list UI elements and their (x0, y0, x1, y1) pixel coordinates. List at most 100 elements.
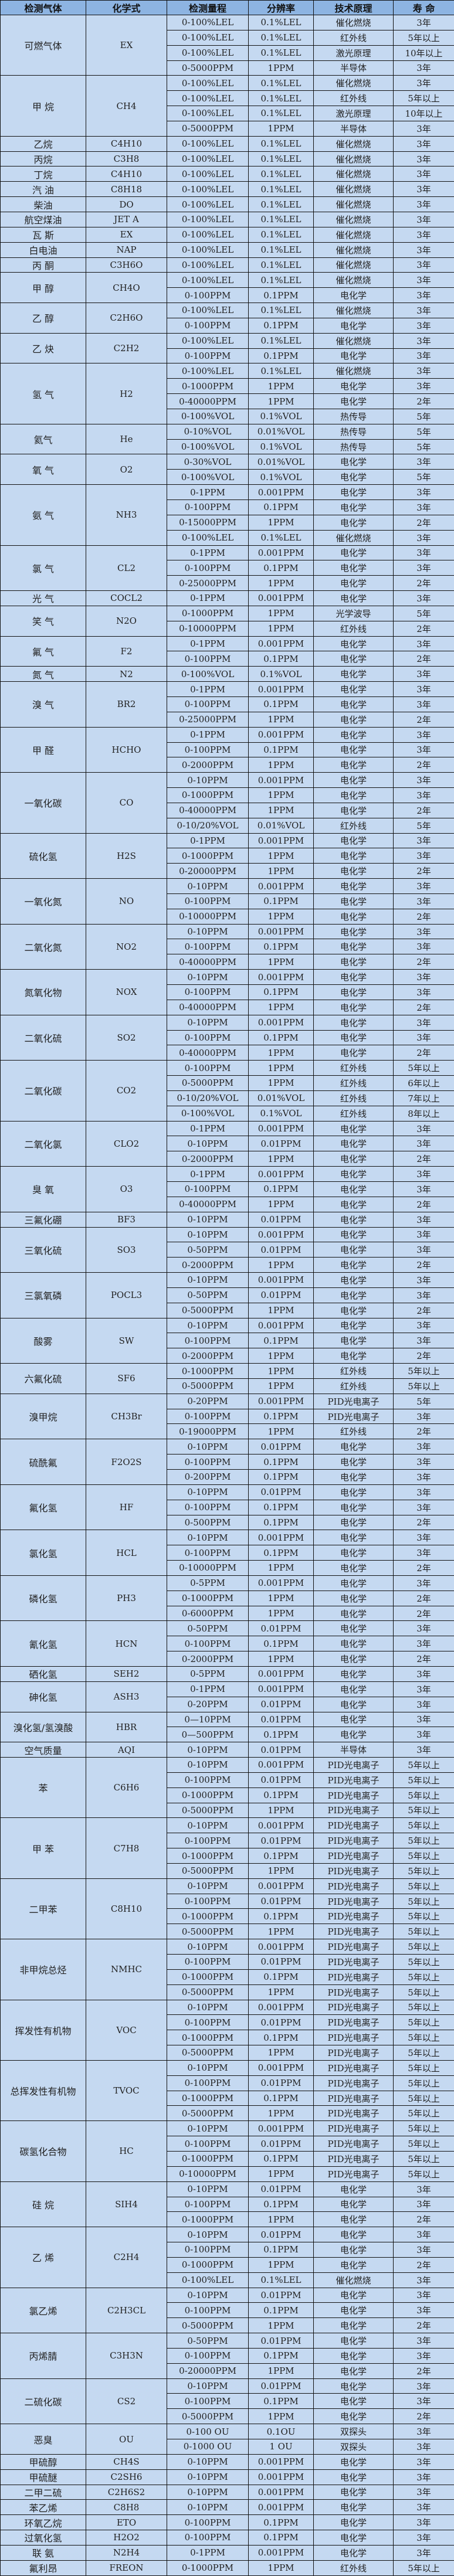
principle-cell: 红外线 (313, 1090, 394, 1106)
resolution-cell: 1PPM (248, 1348, 314, 1364)
principle-cell: 电化学 (313, 1029, 394, 1046)
range-cell: 0-10PPM (167, 1817, 249, 1834)
range-cell: 0-100%LEL (167, 151, 249, 167)
table-row: 0-100%LEL 0.1%LEL 激光原理 10年以上 (1, 45, 454, 61)
lifetime-cell: 7年以上 (393, 1090, 454, 1106)
lifetime-cell: 5年以上 (393, 2060, 454, 2076)
resolution-cell: 1PPM (248, 120, 314, 137)
lifetime-cell: 2年 (393, 1302, 454, 1318)
formula-cell: H2 (86, 363, 167, 424)
principle-cell: 电化学 (313, 954, 394, 970)
principle-cell: 电化学 (313, 772, 394, 789)
lifetime-cell: 3年 (393, 1226, 454, 1243)
principle-cell: 热传导 (313, 423, 394, 440)
lifetime-cell: 3年 (393, 1166, 454, 1182)
resolution-cell: 0.1PPM (248, 1469, 314, 1485)
lifetime-cell: 5年 (393, 439, 454, 455)
table-row: 0-1000PPM 0.1PPM PID光电离子 5年以上 (1, 1969, 454, 1985)
range-cell: 0-100PPM (167, 1893, 249, 1909)
range-cell: 0-10PPM (167, 1317, 249, 1334)
range-cell: 0-10PPM (167, 1484, 249, 1500)
gas-name-cell: 氯乙烯 (0, 2287, 86, 2334)
range-cell: 0—500PPM (167, 1727, 249, 1743)
lifetime-cell: 5年以上 (393, 2166, 454, 2182)
range-cell: 0-40000PPM (167, 393, 249, 409)
principle-cell: 电化学 (313, 1696, 394, 1712)
table-row: 0-5000PPM 1PPM 电化学 2年 (1, 2408, 454, 2425)
resolution-cell: 0.1%LEL (248, 2272, 314, 2288)
formula-cell: SW (86, 1317, 167, 1364)
table-row: 白电油 NAP 0-100%LEL 0.1%LEL 催化燃烧 3年 (0, 242, 454, 258)
principle-cell: 电化学 (313, 757, 394, 773)
principle-cell: PID光电离子 (313, 2014, 394, 2031)
range-cell: 0-100%LEL (167, 196, 249, 212)
table-row: 二甲二硫 C2H6S2 0-10PPM 0.001PPM 电化学 3年 (0, 2484, 454, 2500)
table-row: 0-40000PPM 1PPM 电化学 2年 (1, 1196, 454, 1212)
principle-cell: 电化学 (313, 1196, 394, 1212)
lifetime-cell: 3年 (393, 1545, 454, 1561)
lifetime-cell: 3年 (393, 726, 454, 743)
formula-cell: H2O2 (86, 2530, 167, 2546)
principle-cell: 电化学 (313, 1211, 394, 1228)
lifetime-cell: 3年 (393, 2424, 454, 2439)
principle-cell: 电化学 (313, 1439, 394, 1455)
table-row: 0-2000PPM 1PPM 电化学 2年 (1, 757, 454, 773)
principle-cell: 电化学 (313, 1545, 394, 1561)
gas-name-cell: 丙烷 (0, 151, 86, 167)
gas-name-cell: 甲 醇 (0, 272, 86, 304)
gas-name-cell: 过氧化氢 (0, 2530, 86, 2546)
resolution-cell: 0.001PPM (248, 545, 314, 561)
table-row: 0-100PPM 0.1PPM 电化学 3年 (1, 893, 454, 909)
range-cell: 0-100PPM (167, 696, 249, 712)
principle-cell: 双探头 (313, 2439, 394, 2455)
formula-cell: F2O2S (86, 1439, 167, 1485)
principle-cell: 电化学 (313, 893, 394, 909)
formula-cell: F2 (86, 635, 167, 667)
lifetime-cell: 5年以上 (393, 1863, 454, 1879)
lifetime-cell: 5年以上 (393, 1893, 454, 1909)
resolution-cell: 0.001PPM (248, 681, 314, 697)
range-cell: 0-5000PPM (167, 2317, 249, 2334)
range-cell: 0-100PPM (167, 2196, 249, 2213)
range-cell: 0-100PPM (167, 2530, 249, 2546)
formula-cell: C8H10 (86, 1878, 167, 1940)
gas-name-cell: 甲硫醚 (0, 2469, 86, 2485)
lifetime-cell: 3年 (393, 2242, 454, 2258)
range-cell: 0-15000PPM (167, 514, 249, 531)
resolution-cell: 0.001PPM (248, 923, 314, 940)
principle-cell: 电化学 (313, 2256, 394, 2273)
lifetime-cell: 3年 (393, 120, 454, 137)
lifetime-cell: 5年以上 (393, 1999, 454, 2016)
range-cell: 0-10000PPM (167, 908, 249, 925)
range-cell: 0-1000PPM (167, 2560, 249, 2576)
lifetime-cell: 3年 (393, 1575, 454, 1591)
resolution-cell: 0.1PPM (248, 2302, 314, 2319)
gas-name-cell: 乙 炔 (0, 332, 86, 364)
principle-cell: 半导体 (313, 120, 394, 137)
resolution-cell: 0.01PPM (248, 1833, 314, 1849)
gas-name-cell: 一氧化氮 (0, 878, 86, 925)
formula-cell: NAP (86, 242, 167, 258)
table-row: 0-1000PPM 1PPM 电化学 2年 (1, 1590, 454, 1606)
table-row: 0-20PPM 0.01PPM 电化学 3年 (1, 1696, 454, 1712)
range-cell: 0-10/20%VOL (167, 1090, 249, 1106)
resolution-cell: 1PPM (248, 2256, 314, 2273)
resolution-cell: 0.01PPM (248, 2181, 314, 2197)
formula-cell: C2SH6 (86, 2469, 167, 2485)
table-row: 三氧化硫 SO3 0-10PPM 0.001PPM 电化学 3年 (0, 1226, 454, 1273)
formula-cell: C7H8 (86, 1817, 167, 1879)
range-cell: 0-10PPM (167, 2484, 249, 2500)
range-cell: 0-100%LEL (167, 45, 249, 61)
table-row: 0-100PPM 0.1PPM 电化学 3年 (1, 560, 454, 576)
formula-cell: ASH3 (86, 1681, 167, 1712)
formula-cell: CL2 (86, 545, 167, 592)
principle-cell: 电化学 (313, 1499, 394, 1515)
gas-name-cell: 光 气 (0, 590, 86, 606)
table-row: 0-5000PPM 1PPM PID光电离子 5年以上 (1, 1863, 454, 1879)
resolution-cell: 0.1PPM (248, 499, 314, 515)
range-cell: 0-10000PPM (167, 2166, 249, 2182)
range-cell: 0-5000PPM (167, 1984, 249, 2000)
gas-name-cell: 硫化氢 (0, 832, 86, 879)
range-cell: 0-500PPM (167, 1514, 249, 1531)
formula-cell: N2O (86, 605, 167, 637)
